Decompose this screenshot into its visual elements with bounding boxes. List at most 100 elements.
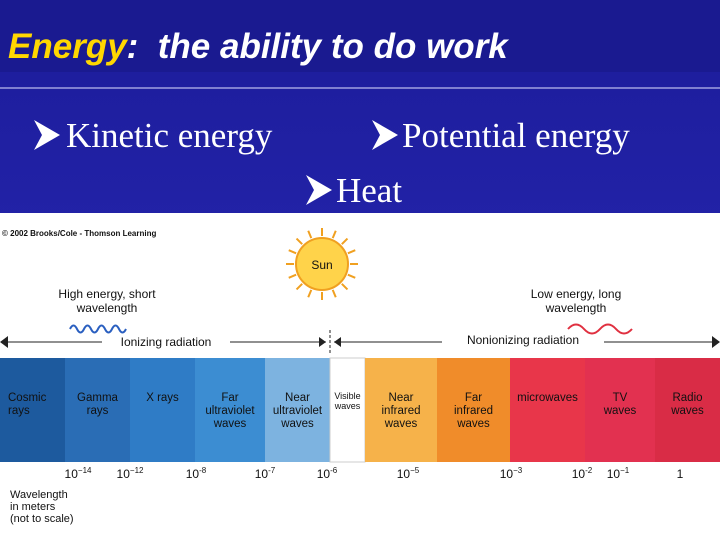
nonionizing-label: Nonionizing radiation <box>467 333 579 347</box>
band-label: Cosmic rays <box>8 392 47 417</box>
line: microwaves <box>517 392 578 404</box>
base: 10 <box>500 467 514 481</box>
band <box>329 357 366 463</box>
short-wave <box>69 324 127 334</box>
ionizing-label: Ionizing radiation <box>121 335 212 349</box>
line: waves <box>384 418 418 430</box>
line: ultraviolet <box>205 405 255 417</box>
band <box>655 358 720 462</box>
line: waves <box>670 405 704 417</box>
exponent: -8 <box>199 466 207 475</box>
band-label: microwaves <box>517 392 578 404</box>
exponent: −3 <box>513 466 523 475</box>
exponent: −12 <box>130 466 144 475</box>
band-label: Far infrared waves <box>454 392 493 430</box>
line: Wavelength <box>10 489 68 501</box>
line: Near <box>285 392 310 404</box>
wavelength-label: 10-7 <box>255 466 276 481</box>
wavelength-label: 1 <box>677 467 684 481</box>
band-label: Near infrared waves <box>382 392 421 430</box>
long-wave <box>567 323 633 335</box>
exponent: -7 <box>268 466 276 475</box>
bullet-arrow <box>372 120 398 150</box>
line: waves <box>603 405 637 417</box>
sun-ray <box>347 249 356 255</box>
exponent: −14 <box>78 466 92 475</box>
wavelength-label: 10-8 <box>186 466 207 481</box>
base: 10 <box>317 467 331 481</box>
bullet: Heat <box>336 171 402 210</box>
band-label: Radio waves <box>670 392 704 417</box>
line: Far <box>221 392 238 404</box>
line: Low energy, long <box>531 287 622 301</box>
axis-label: Wavelength in meters (not to scale) <box>10 489 74 525</box>
sun-ray <box>341 237 349 245</box>
base: 10 <box>397 467 411 481</box>
sun-ray <box>295 237 303 245</box>
exponent: -2 <box>585 466 593 475</box>
sun-ray <box>307 289 313 298</box>
band-label: Far ultraviolet waves <box>205 392 255 430</box>
sun-icon <box>286 228 358 300</box>
sun-ray <box>288 273 297 279</box>
line: Near <box>389 392 414 404</box>
wavelength-label: 10−12 <box>117 466 144 481</box>
line: rays <box>8 405 30 417</box>
line: Visible <box>334 391 360 401</box>
line: waves <box>334 401 361 411</box>
line: waves <box>456 418 490 430</box>
base: 10 <box>607 467 621 481</box>
wavelength-label: 10−14 <box>65 466 92 481</box>
line: infrared <box>454 405 493 417</box>
base: 10 <box>65 467 79 481</box>
low-energy-label: Low energy, long wavelength <box>531 287 622 315</box>
high-energy-label: High energy, short wavelength <box>58 287 156 315</box>
band <box>195 358 265 462</box>
copyright: © 2002 Brooks/Cole - Thomson Learning <box>2 229 156 238</box>
line: ultraviolet <box>273 405 323 417</box>
line: TV <box>613 392 628 404</box>
line: Gamma <box>77 392 119 404</box>
bullet-arrow <box>34 120 60 150</box>
wavelength-label: 10-2 <box>572 466 593 481</box>
exponent: −1 <box>620 466 630 475</box>
base: 10 <box>117 467 131 481</box>
sun-ray <box>288 249 297 255</box>
base: 10 <box>255 467 269 481</box>
base: 1 <box>677 467 684 481</box>
band <box>365 358 437 462</box>
sun-ray <box>331 230 337 239</box>
band <box>510 358 585 462</box>
line: X rays <box>146 392 179 404</box>
band <box>65 358 130 462</box>
wavelength-label: 10−5 <box>397 466 420 481</box>
band-label: X rays <box>146 392 179 404</box>
base: 10 <box>572 467 586 481</box>
wavelength-label: 10−3 <box>500 466 523 481</box>
bullet: Kinetic energy <box>66 116 273 155</box>
band <box>0 358 65 462</box>
line: wavelength <box>76 301 138 315</box>
line: infrared <box>382 405 421 417</box>
title-band <box>0 0 720 72</box>
line: High energy, short <box>58 287 156 301</box>
sun-ray <box>341 283 349 291</box>
bullet: Potential energy <box>402 116 630 155</box>
exponent: −5 <box>410 466 420 475</box>
line: Cosmic <box>8 392 47 404</box>
band <box>130 358 195 462</box>
title-rest: : the ability to do work <box>127 27 510 66</box>
band-label: TV waves <box>603 392 637 417</box>
line: (not to scale) <box>10 513 74 525</box>
band-label: Visible waves <box>334 391 361 411</box>
title: Energy: the ability to do work <box>8 27 509 66</box>
band <box>585 358 655 462</box>
band <box>437 358 510 462</box>
line: Radio <box>672 392 702 404</box>
band-label: Gamma rays <box>77 392 119 417</box>
sun-ray <box>307 230 313 239</box>
line: waves <box>213 418 247 430</box>
line: wavelength <box>545 301 607 315</box>
